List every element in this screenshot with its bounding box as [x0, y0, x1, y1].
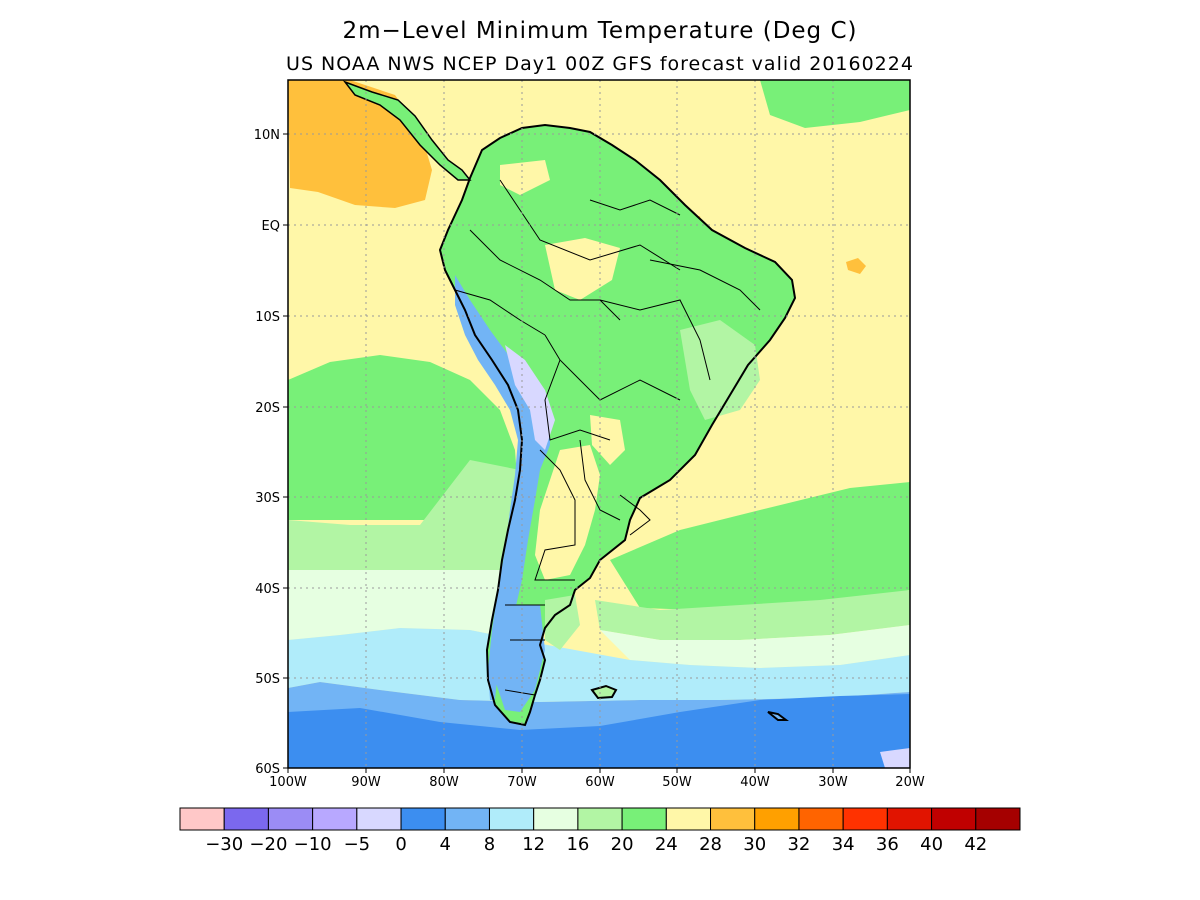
colorbar-label: 42 — [964, 834, 987, 855]
atlantic-warm-spot — [846, 258, 866, 274]
colorbar-label: 28 — [699, 834, 722, 855]
colorbar-swatch — [223, 807, 269, 831]
south-pacific-light-green — [288, 460, 520, 570]
paraguay-warm-patch — [590, 415, 625, 465]
blue-band — [288, 694, 910, 768]
colorbar-swatch — [886, 807, 933, 831]
country-borders — [342, 80, 797, 727]
colorbar-swatch — [267, 807, 314, 831]
longitude-label: 40W — [740, 775, 770, 790]
longitude-label: 70W — [507, 775, 537, 790]
map-title: 2m−Level Minimum Temperature (Deg C) — [342, 18, 858, 44]
colorbar-label: −5 — [344, 834, 371, 855]
colorbar-swatch — [710, 807, 756, 831]
longitude-label: 60W — [585, 775, 615, 790]
colorbar-swatch — [400, 807, 446, 831]
latitude-labels: 10N EQ 10S 20S 30S 40S 50S 60S — [254, 128, 288, 777]
colorbar-swatch — [179, 807, 225, 831]
atlantic-light-green — [595, 590, 910, 640]
colorbar-swatch — [577, 807, 623, 831]
colorbar-swatch — [488, 807, 535, 831]
longitude-label: 30W — [818, 775, 848, 790]
longitude-label: 80W — [429, 775, 459, 790]
map-field — [288, 80, 910, 768]
longitude-label: 100W — [269, 775, 307, 790]
longitude-labels: 100W 90W 80W 70W 60W 50W 40W 30W 20W — [269, 768, 925, 790]
map-subtitle: US NOAA NWS NCEP Day1 00Z GFS forecast v… — [286, 53, 914, 75]
colorbar-swatch — [975, 807, 1021, 831]
colorbar — [179, 807, 1021, 831]
colorbar-swatch — [621, 807, 667, 831]
chaco-warm-patch — [535, 445, 600, 580]
cyan-band — [288, 628, 910, 702]
latitude-label: 30S — [255, 491, 280, 506]
colorbar-label: 0 — [395, 834, 406, 855]
venezuela-warm-patch — [500, 160, 550, 195]
colorbar-label: 30 — [743, 834, 766, 855]
southern-cone-blue — [495, 605, 545, 712]
colorbar-label: 12 — [522, 834, 545, 855]
colorbar-swatch — [842, 807, 888, 831]
map-frame — [287, 79, 911, 769]
altiplano-lavender — [505, 345, 555, 450]
patagonia-light-patch — [545, 595, 580, 650]
colorbar-label: 8 — [484, 834, 495, 855]
colorbar-labels: −30 −20 −10 −5 0 4 8 12 16 20 24 28 30 32 34 36 40 42 — [205, 834, 987, 855]
colorbar-label: 40 — [920, 834, 943, 855]
colorbar-swatch — [356, 807, 402, 831]
south-atlantic-green — [610, 482, 910, 610]
colorbar-label: −10 — [294, 834, 332, 855]
colorbar-label: 36 — [876, 834, 899, 855]
colorbar-label: 34 — [832, 834, 855, 855]
latitude-label: 20S — [255, 401, 280, 416]
colorbar-swatch — [665, 807, 712, 831]
colorbar-label: 20 — [611, 834, 634, 855]
colorbar-swatch — [533, 807, 579, 831]
latitude-label: 10N — [254, 128, 280, 143]
latitude-label: 10S — [255, 310, 280, 325]
latitude-label: 50S — [255, 672, 280, 687]
colorbar-label: 32 — [787, 834, 810, 855]
longitude-label: 90W — [351, 775, 381, 790]
falkland-islands — [590, 684, 618, 700]
colorbar-swatch — [754, 807, 800, 831]
north-atlantic-green — [760, 80, 910, 128]
amazon-warm-patch — [545, 238, 620, 300]
latitude-label: 60S — [255, 762, 280, 777]
colorbar-swatch — [312, 807, 358, 831]
central-america-land — [345, 82, 470, 180]
graticule — [288, 80, 910, 768]
latitude-label: 40S — [255, 582, 280, 597]
colorbar-label: 4 — [440, 834, 451, 855]
colorbar-label: 24 — [655, 834, 678, 855]
lavender-corner — [880, 748, 910, 768]
colorbar-swatch — [931, 807, 977, 831]
longitude-label: 20W — [895, 775, 925, 790]
colorbar-swatch — [444, 807, 490, 831]
colorbar-label: −30 — [205, 834, 243, 855]
longitude-label: 50W — [662, 775, 692, 790]
latitude-label: EQ — [262, 219, 280, 234]
south-georgia — [767, 711, 789, 721]
colorbar-swatch — [798, 807, 844, 831]
colorbar-label: −20 — [249, 834, 287, 855]
brazil-highlands-patch — [680, 320, 760, 420]
colorbar-label: 16 — [566, 834, 589, 855]
